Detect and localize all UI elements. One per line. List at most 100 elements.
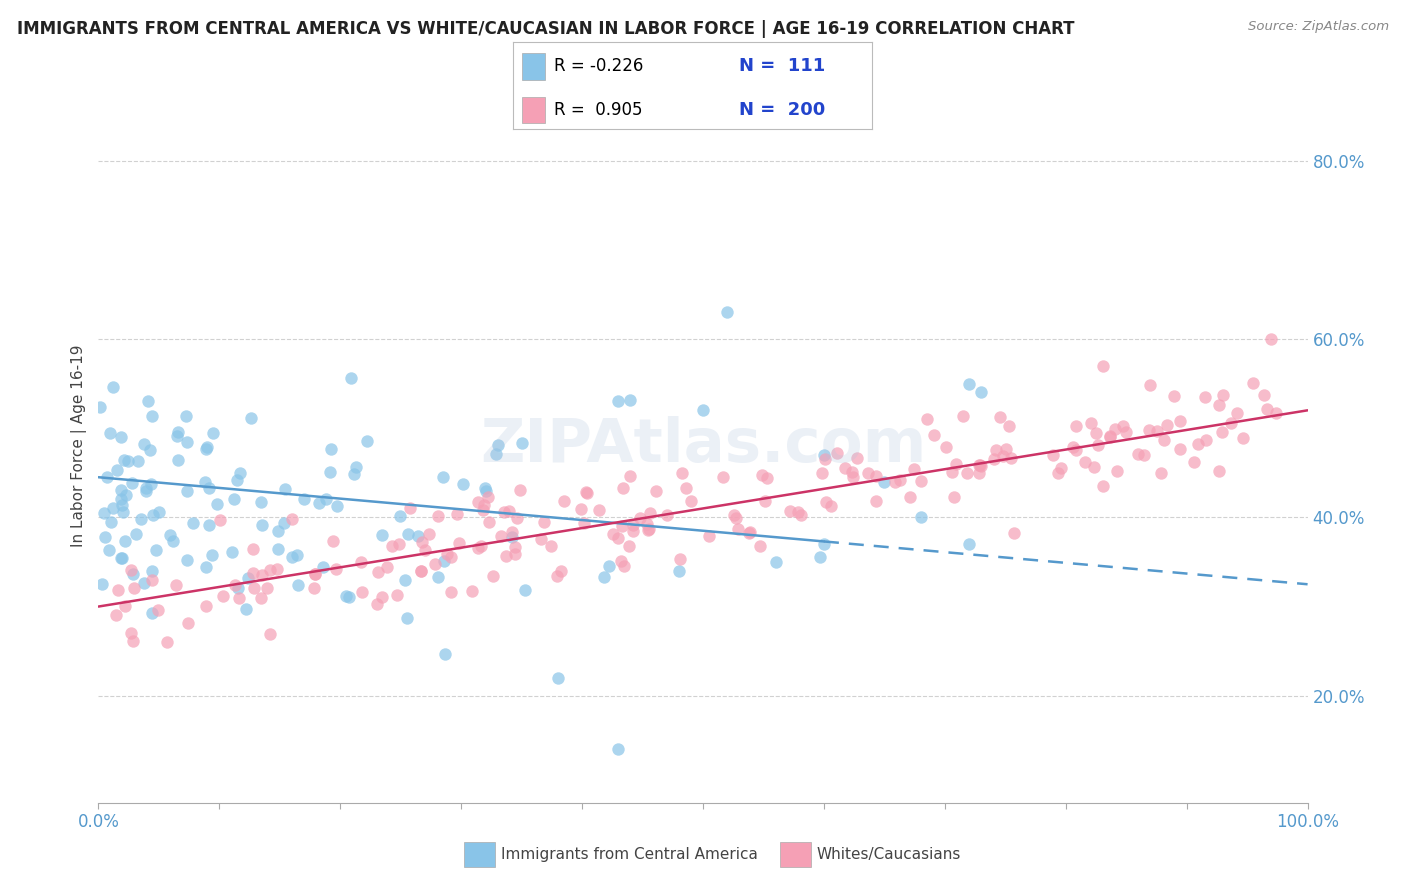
Point <box>1091 359 1114 373</box>
Point <box>1195 433 1218 447</box>
Point <box>814 494 837 508</box>
Point <box>139 477 162 491</box>
Point <box>395 611 418 625</box>
Point <box>212 589 235 603</box>
Point <box>366 597 388 611</box>
Point <box>166 429 188 443</box>
Point <box>1132 448 1154 462</box>
Point <box>409 564 432 578</box>
Point <box>110 483 132 498</box>
Point <box>243 582 266 596</box>
Point <box>489 529 512 543</box>
Point <box>356 434 378 449</box>
Point <box>107 583 129 598</box>
Point <box>619 393 641 408</box>
Point <box>142 508 165 522</box>
Point <box>139 443 162 458</box>
Point <box>790 508 813 523</box>
Point <box>134 437 156 451</box>
Point <box>610 553 633 567</box>
Point <box>671 466 693 480</box>
Point <box>242 541 264 556</box>
Point <box>394 573 416 587</box>
Point <box>1163 388 1185 402</box>
Point <box>503 540 526 554</box>
Y-axis label: In Labor Force | Age 16-19: In Labor Force | Age 16-19 <box>72 344 87 548</box>
Point <box>1074 455 1097 469</box>
Point <box>575 485 598 500</box>
Point <box>259 563 281 577</box>
Point <box>765 555 787 569</box>
Point <box>235 602 257 616</box>
Point <box>122 634 145 648</box>
Point <box>266 562 288 576</box>
Point <box>120 626 142 640</box>
Point <box>1265 406 1288 420</box>
Point <box>498 504 520 518</box>
Point <box>165 578 187 592</box>
Point <box>508 483 530 498</box>
Point <box>952 409 974 423</box>
Point <box>755 471 778 485</box>
Point <box>572 516 595 530</box>
Point <box>250 591 273 605</box>
Point <box>910 510 932 524</box>
Point <box>110 498 132 512</box>
Point <box>787 505 810 519</box>
Point <box>321 442 343 456</box>
Point <box>413 542 436 557</box>
Point <box>865 494 887 508</box>
Point <box>613 559 636 574</box>
Point <box>602 527 624 541</box>
Point <box>485 447 508 461</box>
Point <box>201 548 224 562</box>
Point <box>814 452 837 467</box>
Point <box>1126 447 1149 461</box>
Point <box>1208 398 1230 412</box>
Point <box>820 499 842 513</box>
Point <box>470 539 492 553</box>
Point <box>159 528 181 542</box>
Point <box>96 469 118 483</box>
Point <box>432 470 454 484</box>
Point <box>337 590 360 604</box>
Point <box>547 671 569 685</box>
Point <box>112 453 135 467</box>
Point <box>486 438 509 452</box>
Point <box>842 469 865 483</box>
Point <box>249 495 271 509</box>
Point <box>436 547 458 561</box>
Point <box>1187 436 1209 450</box>
Point <box>716 305 738 319</box>
Point <box>530 532 553 546</box>
Point <box>242 566 264 580</box>
Point <box>367 565 389 579</box>
Point <box>478 515 501 529</box>
Point <box>1256 402 1278 417</box>
Point <box>612 481 634 495</box>
Point <box>1104 422 1126 436</box>
Point <box>1168 442 1191 457</box>
Point <box>903 461 925 475</box>
Point <box>267 524 290 538</box>
Point <box>181 516 204 531</box>
Point <box>657 508 679 523</box>
Point <box>1208 464 1230 478</box>
Point <box>834 461 856 475</box>
Point <box>388 509 411 524</box>
Point <box>1091 479 1114 493</box>
Point <box>93 506 115 520</box>
Point <box>120 563 142 577</box>
Point <box>668 564 690 578</box>
Point <box>607 394 630 409</box>
Point <box>194 475 217 490</box>
Point <box>1047 466 1070 480</box>
Point <box>111 550 134 565</box>
Point <box>984 443 1007 458</box>
Point <box>221 544 243 558</box>
Point <box>675 481 697 495</box>
Point <box>1002 525 1025 540</box>
Point <box>1083 460 1105 475</box>
Point <box>125 526 148 541</box>
Point <box>991 449 1014 463</box>
